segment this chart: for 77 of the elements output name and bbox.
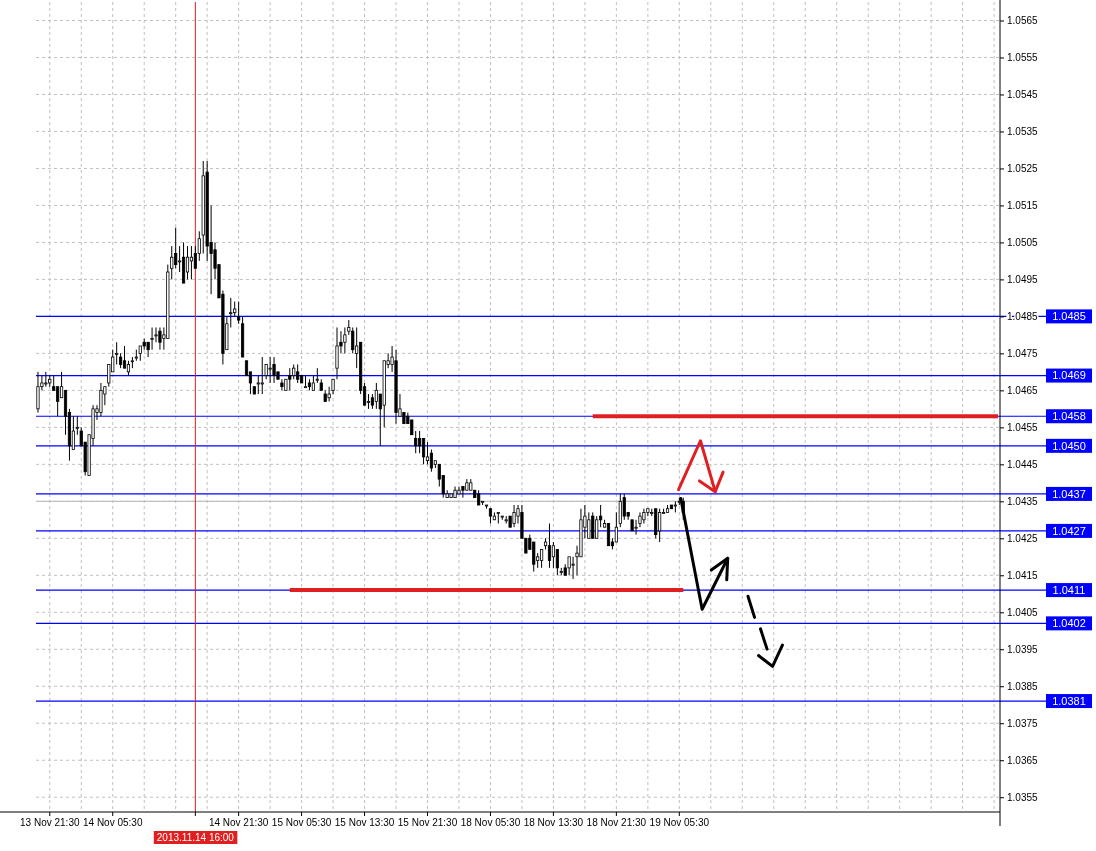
candlestick — [618, 493, 622, 528]
candlestick — [174, 227, 178, 269]
ref-line-label: 1.0437 — [1052, 487, 1086, 500]
y-tick-label: 1.0445 — [1007, 459, 1039, 471]
y-tick-label: 1.0555 — [1007, 52, 1039, 64]
y-tick-label: 1.0505 — [1007, 237, 1039, 249]
x-tick-label: 15 Nov 05:30 — [271, 817, 332, 829]
candlestick — [555, 548, 559, 576]
y-tick-label: 1.0395 — [1007, 643, 1039, 655]
ref-line-label: 1.0458 — [1052, 410, 1086, 423]
candlestick — [296, 363, 300, 384]
x-tick-label: 14 Nov 21:30 — [208, 817, 269, 829]
ref-line-label: 1.0411 — [1052, 583, 1086, 596]
candlestick — [150, 326, 154, 351]
candlestick — [425, 441, 430, 465]
ref-line-label: 1.0485 — [1052, 310, 1086, 323]
candlestick — [681, 497, 685, 521]
x-tick-label: 14 Nov 05:30 — [82, 817, 143, 829]
y-tick-label: 1.0415 — [1007, 569, 1039, 581]
candlestick — [591, 511, 595, 539]
x-tick-label: 15 Nov 13:30 — [334, 817, 395, 829]
candlestick — [658, 508, 662, 543]
candlestick — [374, 382, 378, 410]
ref-line-label: 1.0427 — [1052, 524, 1086, 537]
candlestick — [272, 356, 276, 384]
y-tick-label: 1.0525 — [1007, 163, 1039, 175]
candlestick — [99, 382, 103, 417]
candlestick — [237, 301, 241, 325]
y-tick-label: 1.0355 — [1007, 791, 1039, 803]
candlestick — [268, 356, 272, 384]
y-tick-label: 1.0495 — [1007, 274, 1039, 286]
ref-line-label: 1.0402 — [1052, 617, 1086, 630]
candlestick — [496, 511, 500, 525]
candlestick — [288, 367, 292, 391]
y-tick-label: 1.0435 — [1007, 496, 1039, 508]
candlestick — [260, 356, 264, 395]
x-tick-label: 15 Nov 21:30 — [397, 817, 458, 829]
candlestick — [36, 371, 40, 414]
x-tick-label: 2013.11.14 16:00 — [156, 832, 235, 843]
candlestick — [567, 556, 571, 576]
y-tick-label: 1.0385 — [1007, 680, 1039, 692]
candlestick — [335, 326, 339, 380]
candlestick — [158, 326, 162, 351]
y-tick-label: 1.0475 — [1007, 348, 1039, 360]
candlestick — [532, 541, 536, 573]
candlestick — [642, 508, 646, 525]
x-tick-label: 18 Nov 05:30 — [460, 817, 521, 829]
candlestick — [189, 245, 193, 280]
x-tick-label: 18 Nov 21:30 — [586, 817, 647, 829]
x-tick-label: 18 Nov 13:30 — [523, 817, 584, 829]
candlestick — [421, 437, 426, 465]
y-tick-label: 1.0425 — [1007, 533, 1039, 544]
y-tick-label: 1.0545 — [1007, 89, 1039, 101]
x-tick-label: 13 Nov 21:30 — [20, 817, 80, 829]
candlestick — [185, 245, 190, 280]
y-tick-label: 1.0375 — [1007, 717, 1039, 729]
candlestick — [256, 375, 260, 395]
y-tick-label: 1.0455 — [1007, 422, 1039, 434]
candlestick — [56, 386, 60, 417]
candlestick — [606, 523, 611, 547]
y-tick-label: 1.0405 — [1007, 606, 1039, 618]
candlestick — [71, 415, 75, 451]
y-tick-label: 1.0365 — [1007, 754, 1039, 766]
candlestick — [540, 548, 544, 569]
candlestick — [551, 541, 555, 569]
ref-line-label: 1.0381 — [1052, 694, 1086, 707]
y-tick-label: 1.0565 — [1007, 15, 1039, 27]
ref-line-label: 1.0469 — [1052, 369, 1086, 382]
ref-line-label: 1.0450 — [1052, 439, 1086, 452]
candlestick — [461, 486, 465, 499]
candlestick — [418, 430, 422, 454]
y-tick-label: 1.0515 — [1007, 200, 1039, 212]
y-tick-label: 1.0465 — [1007, 385, 1039, 397]
candlestick — [634, 519, 638, 536]
candlestick — [512, 504, 516, 528]
y-tick-label: 1.0535 — [1007, 126, 1039, 138]
x-tick-label: 19 Nov 05:30 — [649, 817, 710, 829]
